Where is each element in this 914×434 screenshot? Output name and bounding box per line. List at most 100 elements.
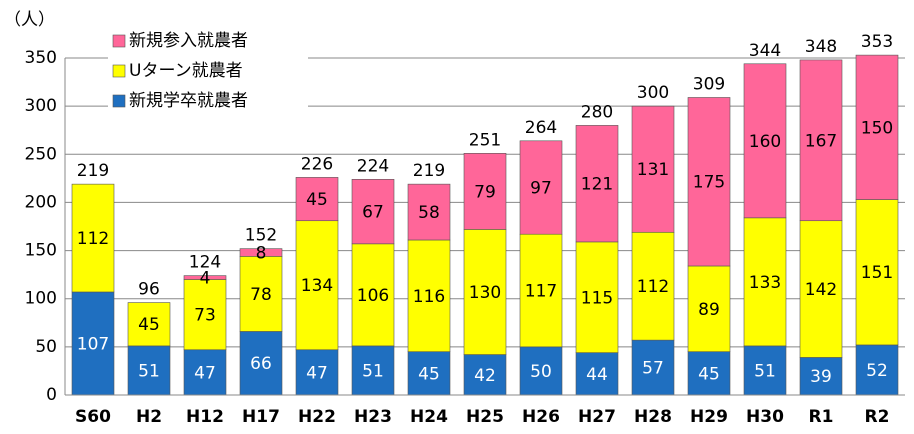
value-label: 89 [698,300,720,320]
total-label: 353 [861,32,893,52]
bar-segment [463,229,507,355]
value-label: 58 [418,203,440,223]
value-label: 151 [861,263,893,283]
bar-segment [463,153,507,230]
bar-segment [743,345,787,396]
x-tick-label: H28 [634,407,672,427]
total-label: 264 [525,118,557,138]
legend-label: 新規参入就農者 [129,31,248,51]
y-tick-label: 300 [25,96,57,116]
y-tick-label: 250 [25,144,57,164]
x-tick-label: H17 [242,407,280,427]
total-label: 226 [301,154,333,174]
value-label: 47 [306,363,328,383]
value-label: 4 [200,269,211,289]
bar-segment [351,243,395,347]
bar-segment [295,177,339,222]
value-label: 42 [474,366,496,386]
bar-segment [743,63,787,219]
value-label: 167 [805,131,837,151]
x-tick-label: H23 [354,407,392,427]
x-tick-label: R2 [865,407,890,427]
value-label: 107 [77,334,109,354]
value-label: 116 [413,287,445,307]
bar-segment [463,354,507,396]
value-label: 44 [586,365,608,385]
value-label: 45 [418,364,440,384]
value-label: 45 [138,315,160,335]
bar-segment [239,256,283,332]
legend-swatch [112,34,126,48]
value-label: 121 [581,175,613,195]
value-label: 130 [469,283,501,303]
y-tick-label: 150 [25,241,57,261]
value-label: 133 [749,273,781,293]
total-label: 280 [581,102,613,122]
x-tick-label: H24 [410,407,448,427]
bar-segment [575,241,619,353]
bar-segment [519,140,563,235]
bar-segment [855,344,899,396]
value-label: 66 [250,354,272,374]
legend-swatch [112,94,126,108]
value-label: 106 [357,286,389,306]
bar-segment [687,265,731,352]
total-label: 124 [189,253,221,273]
x-tick-label: H22 [298,407,336,427]
bar-segment [687,97,731,267]
x-tick-label: H26 [522,407,560,427]
value-label: 39 [810,367,832,387]
value-label: 50 [530,362,552,382]
bar-segment [71,183,115,293]
bar-segment [631,231,675,341]
bar-segment [575,352,619,396]
value-label: 78 [250,285,272,305]
x-tick-label: H25 [466,407,504,427]
bar-segment [295,220,339,351]
y-unit-label: （人） [4,10,55,30]
y-tick-label: 350 [25,48,57,68]
value-label: 142 [805,280,837,300]
value-label: 175 [693,173,725,193]
bar-segment [407,239,451,352]
total-label: 309 [693,74,725,94]
bar-segment [239,248,283,257]
bar-segment [855,54,899,200]
bar-segment [519,233,563,348]
value-label: 97 [530,179,552,199]
value-label: 57 [642,359,664,379]
total-label: 96 [138,280,160,300]
value-label: 51 [362,361,384,381]
value-label: 112 [637,277,669,297]
bar-segment [127,302,171,347]
x-tick-label: R1 [809,407,834,427]
value-label: 45 [698,364,720,384]
x-tick-label: H27 [578,407,616,427]
value-label: 47 [194,363,216,383]
bar-segment [799,59,843,222]
value-label: 52 [866,361,888,381]
bar-segment [799,220,843,358]
value-label: 45 [306,190,328,210]
value-label: 117 [525,282,557,302]
value-label: 51 [754,361,776,381]
bar-segment [407,183,451,241]
value-label: 160 [749,132,781,152]
value-label: 51 [138,361,160,381]
value-label: 150 [861,118,893,138]
value-label: 73 [194,306,216,326]
y-tick-label: 0 [46,385,57,405]
value-label: 8 [256,243,267,263]
x-tick-label: H30 [746,407,784,427]
total-label: 348 [805,37,837,57]
y-tick-label: 100 [25,289,57,309]
x-tick-label: H2 [136,407,162,427]
x-tick-label: H29 [690,407,728,427]
total-label: 219 [413,161,445,181]
bar-segment [575,125,619,243]
bar-segment [183,279,227,351]
value-label: 115 [581,288,613,308]
y-tick-label: 200 [25,192,57,212]
total-label: 152 [245,226,277,246]
